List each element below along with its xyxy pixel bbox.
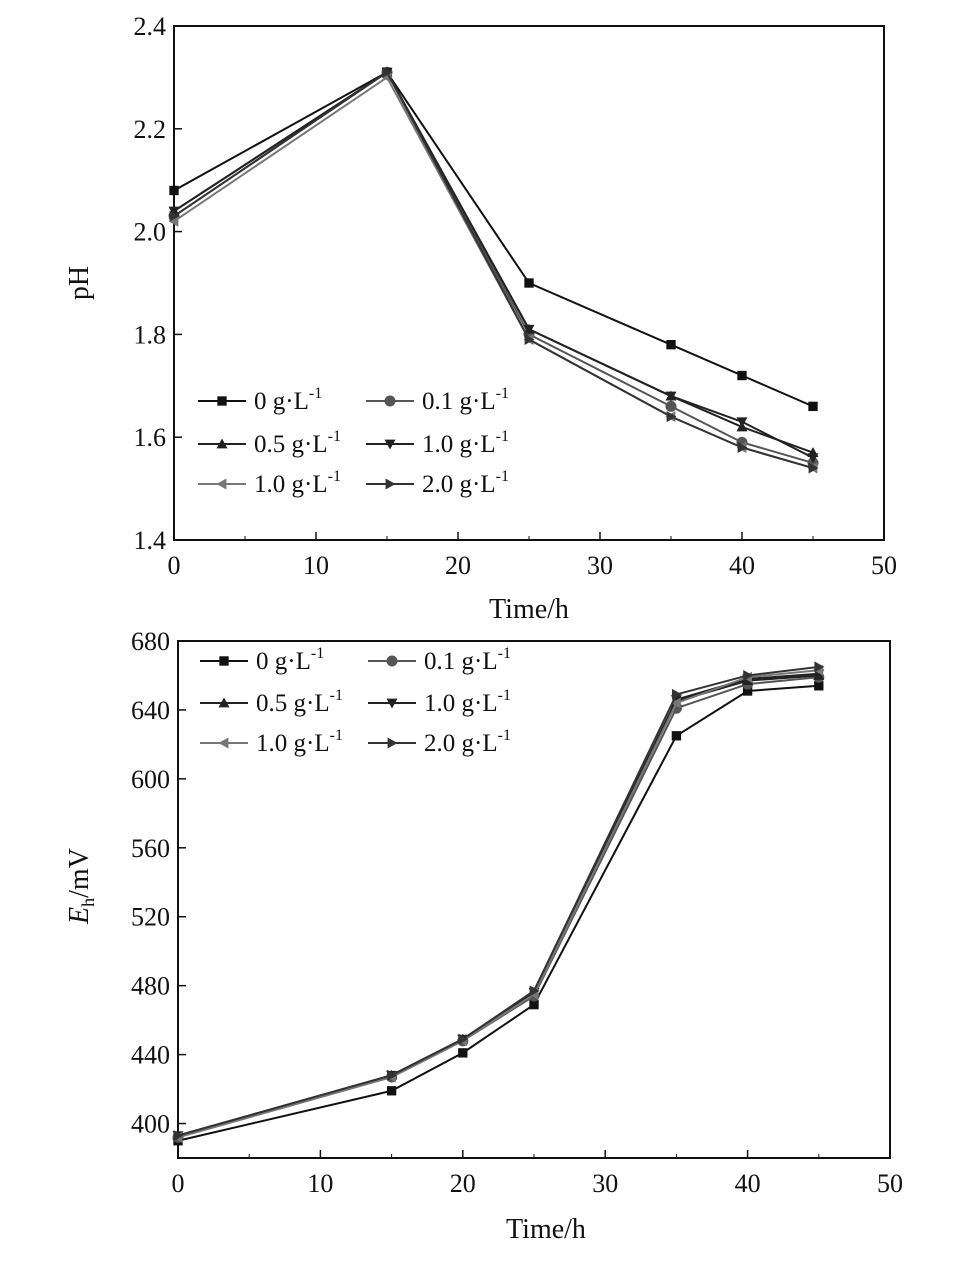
data-point: [665, 391, 677, 402]
y-tick-label: 560: [131, 834, 170, 863]
y-tick-label: 680: [131, 627, 170, 656]
legend-marker: [384, 395, 396, 407]
data-point: [386, 1086, 397, 1096]
y-tick-label: 640: [131, 696, 170, 725]
data-point: [814, 661, 825, 673]
legend-label: 0.1 g·L-1: [424, 645, 511, 675]
x-tick-label: 40: [729, 551, 755, 580]
y-tick-label: 480: [131, 972, 170, 1001]
data-point: [168, 215, 179, 227]
x-axis-title: Time/h: [489, 594, 569, 625]
data-point: [169, 185, 179, 196]
data-point: [670, 697, 681, 709]
legend-label: 0.1 g·L-1: [422, 385, 509, 415]
legend-marker: [387, 737, 398, 749]
y-tick-label: 2.2: [134, 115, 167, 144]
data-point: [808, 462, 819, 474]
data-point: [736, 417, 748, 428]
y-tick-label: 2.0: [134, 218, 167, 247]
legend-marker: [384, 439, 396, 450]
x-tick-label: 0: [168, 551, 181, 580]
legend-label: 2.0 g·L-1: [424, 727, 511, 757]
data-point: [523, 324, 535, 335]
ph-chart: 0 10 20 30 40 50 1.4 1.6 1.8 2.0 2.2 2.4 Time/h pH 0 g…: [64, 12, 897, 625]
data-point: [665, 400, 677, 412]
x-tick-label: 30: [592, 1169, 618, 1198]
legend-marker: [386, 698, 398, 709]
x-axis-title: Time/h: [506, 1214, 586, 1245]
data-point: [666, 411, 677, 423]
series-line: [173, 70, 814, 470]
legend-marker: [216, 438, 228, 449]
data-point: [529, 985, 540, 997]
data-point: [672, 688, 682, 700]
legend: 0 g·L-1 0.1 g·L-1 0.5 g·L-1 1.0 g·L-1 1.0 g·…: [200, 645, 511, 757]
x-tick-label: 20: [445, 551, 471, 580]
data-point: [737, 370, 747, 381]
legend-marker: [216, 478, 227, 490]
legend-marker: [385, 478, 396, 490]
series-line: [173, 70, 814, 408]
legend-label: 0 g·L-1: [256, 645, 324, 675]
plot-frame: [177, 640, 891, 1159]
x-tick-label: 10: [307, 1169, 333, 1198]
legend-label: 1.0 g·L-1: [254, 468, 341, 498]
legend-label: 1.0 g·L-1: [256, 727, 343, 757]
legend-marker: [219, 656, 229, 666]
legend-marker: [386, 655, 398, 667]
x-tick-label: 40: [735, 1169, 761, 1198]
x-tick-label: 20: [450, 1169, 476, 1198]
y-tick-label: 1.4: [134, 526, 167, 555]
legend: 0 g·L-1 0.1 g·L-1 0.5 g·L-1 1.0 g·L-1 1.0 g·…: [198, 385, 509, 498]
data-point: [808, 401, 818, 412]
x-tick-label: 30: [587, 551, 613, 580]
data-point: [737, 441, 748, 453]
y-tick-label: 2.4: [134, 12, 167, 41]
data-point: [382, 66, 393, 78]
data-point: [173, 1130, 184, 1142]
legend-marker: [218, 737, 229, 749]
y-tick-label: 600: [131, 765, 170, 794]
data-point: [666, 340, 676, 350]
data-point: [529, 999, 539, 1010]
legend-label: 1.0 g·L-1: [424, 687, 511, 717]
data-point: [524, 278, 534, 288]
y-tick-label: 520: [131, 903, 170, 932]
legend-label: 2.0 g·L-1: [422, 468, 509, 498]
legend-label: 0.5 g·L-1: [256, 687, 343, 717]
y-axis-title: pH: [64, 266, 95, 300]
data-point: [743, 669, 754, 681]
legend-label: 0 g·L-1: [254, 385, 322, 415]
data-point: [742, 686, 753, 696]
legend-marker: [218, 697, 230, 708]
y-tick-label: 440: [131, 1041, 170, 1070]
data-point: [387, 1069, 398, 1081]
y-tick-label: 1.8: [134, 320, 167, 349]
eh-chart: 0 10 20 30 40 50 400 440 480 520 560 600 640 680 Time/…: [64, 627, 903, 1245]
data-point: [524, 334, 535, 346]
y-axis-title: Eh/mV: [64, 848, 98, 925]
y-tick-label: 400: [131, 1110, 170, 1139]
data-point: [168, 206, 180, 217]
legend-label: 1.0 g·L-1: [422, 428, 509, 458]
data-point: [458, 1033, 469, 1045]
data-point: [169, 210, 180, 222]
x-tick-label: 0: [172, 1169, 185, 1198]
y-tick-label: 1.6: [134, 423, 167, 452]
legend-label: 0.5 g·L-1: [254, 428, 341, 458]
x-tick-label: 50: [871, 551, 897, 580]
x-tick-label: 10: [303, 551, 329, 580]
x-tick-label: 50: [877, 1169, 903, 1198]
data-point: [458, 1048, 468, 1058]
data-point: [671, 731, 682, 741]
legend-marker: [217, 396, 227, 406]
data-point: [814, 681, 824, 691]
data-point: [807, 453, 819, 464]
